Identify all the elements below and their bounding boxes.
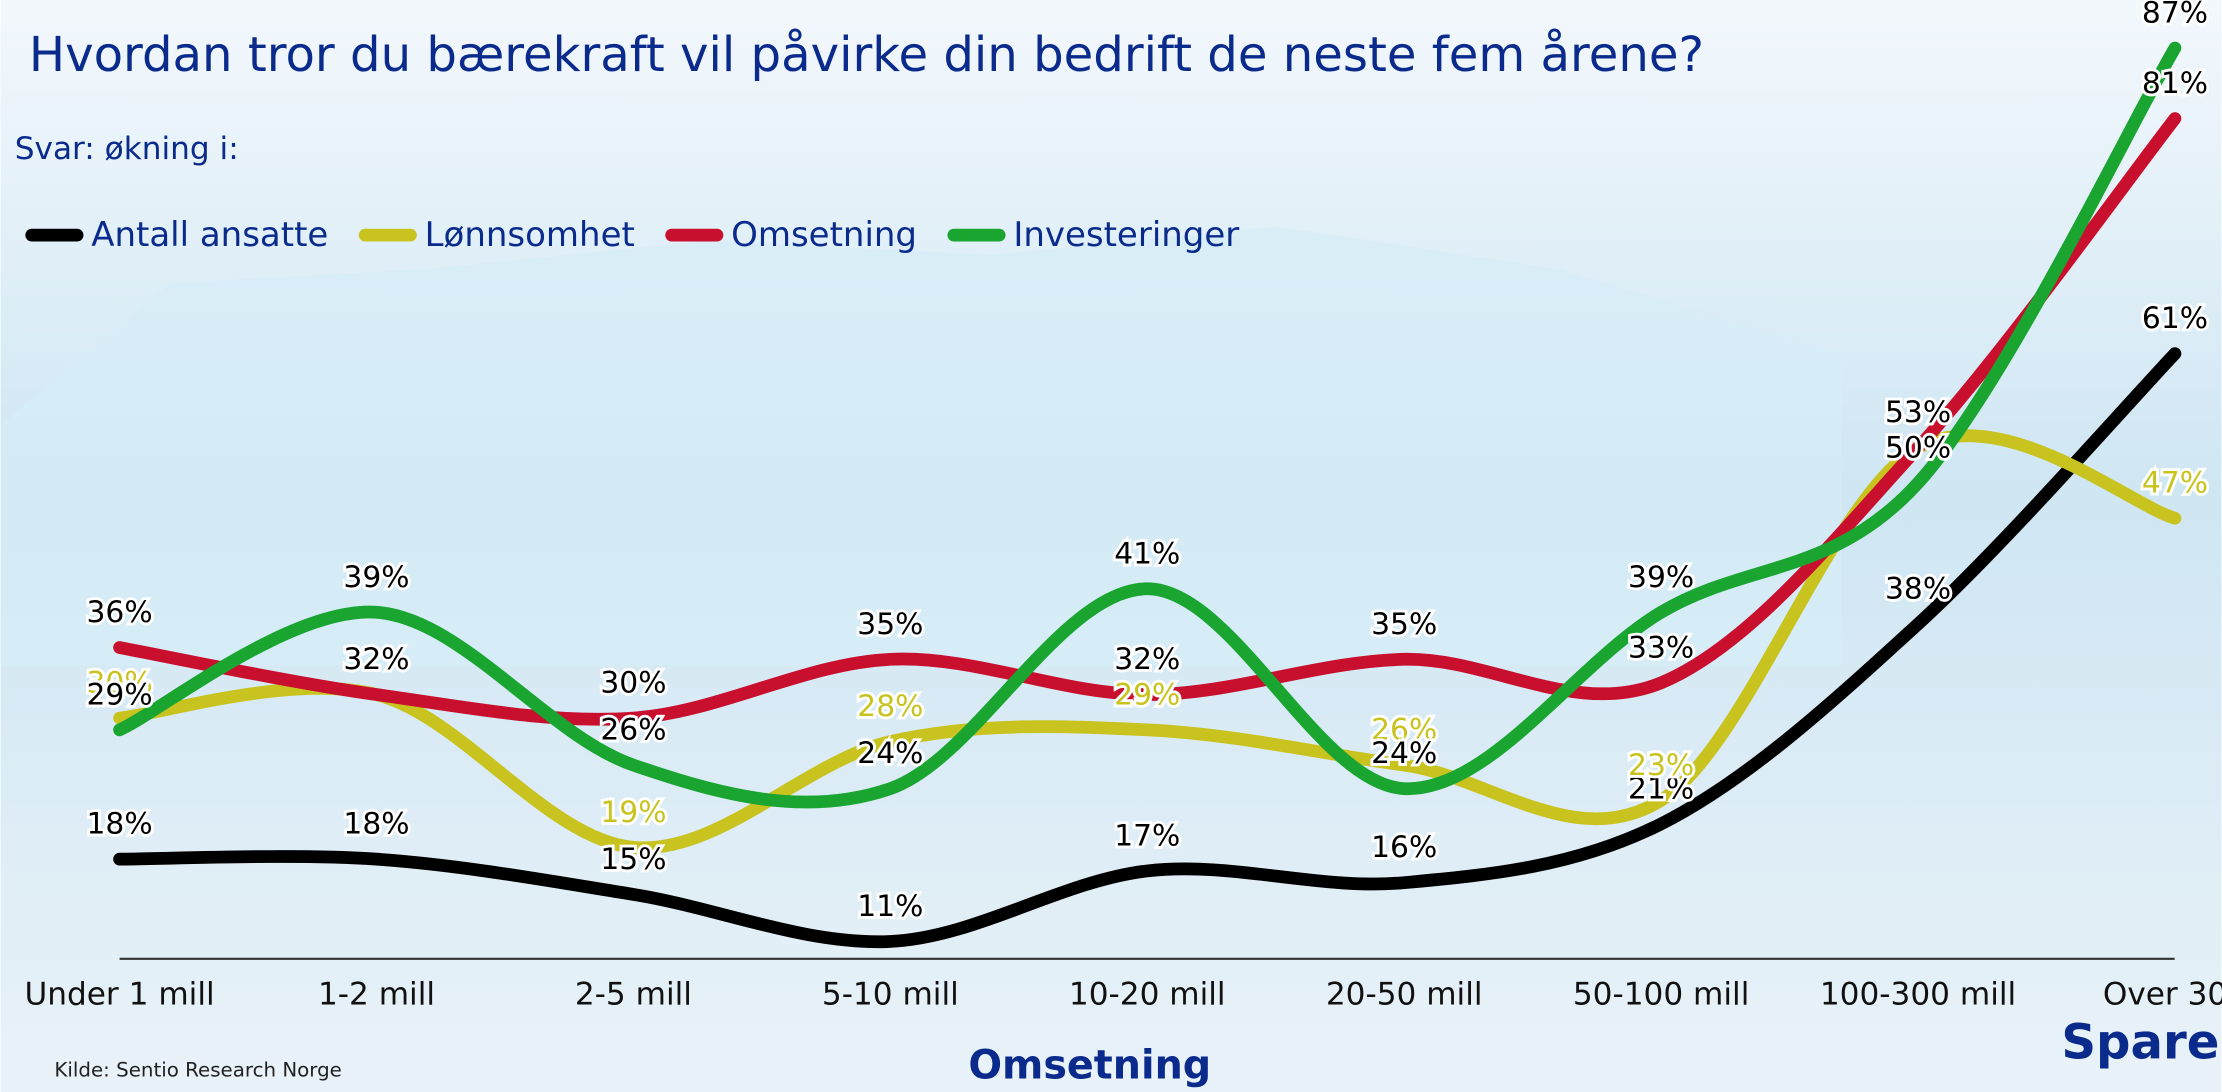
data-label: 18% [343, 807, 409, 842]
data-label: 38% [1885, 572, 1951, 607]
data-label: 29% [1114, 677, 1180, 712]
data-label: 61% [2142, 301, 2208, 336]
subtitle: Svar: økning i: [15, 131, 239, 167]
legend-label: Omsetning [731, 215, 917, 255]
legend-label: Antall ansatte [91, 215, 328, 255]
data-label: 18% [87, 807, 153, 842]
x-tick-label: Under 1 mill [24, 977, 214, 1013]
data-label: 29% [87, 677, 153, 712]
data-label: 32% [1114, 642, 1180, 677]
data-label: 35% [1371, 607, 1437, 642]
x-tick-label: 1-2 mill [318, 977, 435, 1013]
x-tick-label: 20-50 mill [1326, 977, 1483, 1013]
data-label: 11% [857, 889, 923, 924]
data-label: 36% [87, 595, 153, 630]
data-label: 26% [600, 713, 666, 748]
data-label: 15% [600, 842, 666, 877]
logo: SpareB [2061, 1014, 2222, 1070]
data-label: 23% [1628, 748, 1694, 783]
data-label: 33% [1628, 630, 1694, 665]
chart-title: Hvordan tror du bærekraft vil påvirke di… [29, 27, 1704, 83]
x-tick-label: 2-5 mill [575, 977, 692, 1013]
data-label: 39% [1628, 560, 1694, 595]
data-label: 39% [343, 560, 409, 595]
data-label: 16% [1371, 830, 1437, 865]
data-label: 81% [2142, 66, 2208, 101]
x-tick-label: 10-20 mill [1069, 977, 1226, 1013]
data-label: 50% [1885, 430, 1951, 465]
data-label: 30% [600, 666, 666, 701]
x-tick-label: 50-100 mill [1573, 977, 1750, 1013]
data-label: 28% [857, 689, 923, 724]
data-label: 24% [1371, 736, 1437, 771]
data-label: 47% [2142, 466, 2208, 501]
source: Kilde: Sentio Research Norge [54, 1058, 341, 1081]
x-axis-title: Omsetning [968, 1042, 1211, 1088]
glacier [1, 227, 1842, 666]
data-label: 24% [857, 736, 923, 771]
data-label: 19% [600, 795, 666, 830]
chart: Hvordan tror du bærekraft vil påvirke di… [0, 0, 2222, 1092]
legend-label: Lønnsomhet [425, 215, 635, 255]
x-tick-label: 100-300 mill [1820, 977, 2016, 1013]
data-label: 32% [343, 642, 409, 677]
page: Hvordan tror du bærekraft vil påvirke di… [0, 0, 2222, 1092]
data-label: 53% [1885, 395, 1951, 430]
legend-label: Investeringer [1013, 215, 1239, 255]
data-label: 41% [1114, 536, 1180, 571]
data-label: 87% [2142, 0, 2208, 31]
x-tick-label: Over 300 [2103, 977, 2222, 1013]
x-tick-label: 5-10 mill [822, 977, 959, 1013]
data-label: 17% [1114, 818, 1180, 853]
data-label: 35% [857, 607, 923, 642]
